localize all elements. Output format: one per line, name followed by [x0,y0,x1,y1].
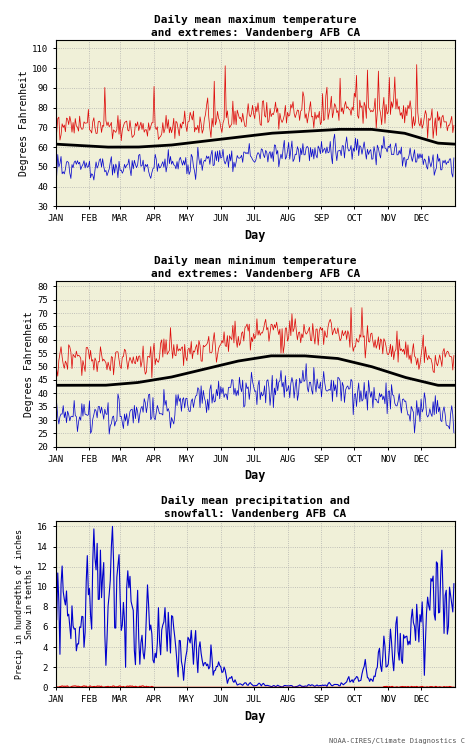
Y-axis label: Precip in hundredths of inches
Snow in tenths: Precip in hundredths of inches Snow in t… [15,530,34,679]
X-axis label: Day: Day [244,709,266,723]
Title: Daily mean maximum temperature
and extremes: Vandenberg AFB CA: Daily mean maximum temperature and extre… [151,15,360,38]
X-axis label: Day: Day [244,469,266,482]
Title: Daily mean precipitation and
snowfall: Vandenberg AFB CA: Daily mean precipitation and snowfall: V… [161,496,350,519]
Y-axis label: Degrees Fahrenheit: Degrees Fahrenheit [24,311,34,416]
Title: Daily mean minimum temperature
and extremes: Vandenberg AFB CA: Daily mean minimum temperature and extre… [151,256,360,279]
Text: NOAA-CIRES/Climate Diagnostics C: NOAA-CIRES/Climate Diagnostics C [329,738,465,744]
Y-axis label: Degrees Fahrenheit: Degrees Fahrenheit [19,71,29,177]
X-axis label: Day: Day [244,229,266,241]
